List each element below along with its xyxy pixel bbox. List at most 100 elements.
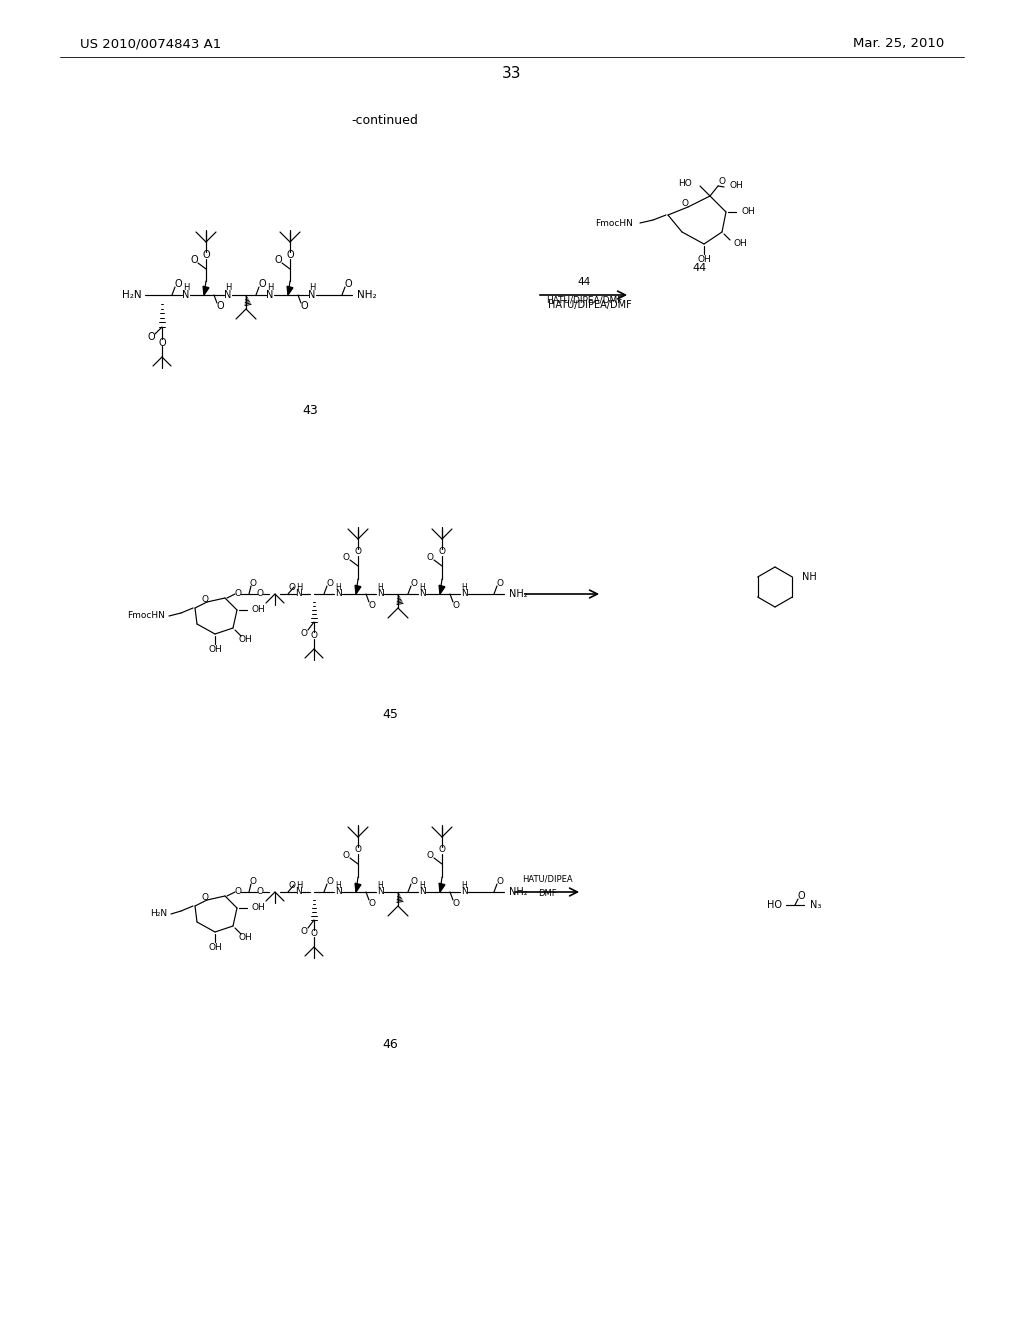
Polygon shape (439, 585, 444, 594)
Text: O: O (354, 548, 361, 557)
Text: FmocHN: FmocHN (127, 611, 165, 620)
Text: H: H (377, 582, 383, 591)
Text: O: O (310, 631, 317, 640)
Text: O: O (497, 578, 504, 587)
Text: O: O (427, 850, 433, 859)
Text: O: O (289, 583, 296, 593)
Text: H: H (419, 582, 425, 591)
Text: O: O (174, 279, 182, 289)
Text: -continued: -continued (351, 114, 419, 127)
Text: O: O (798, 891, 805, 902)
Text: O: O (256, 590, 263, 598)
Text: O: O (234, 887, 242, 896)
Text: NH₂: NH₂ (357, 290, 377, 300)
Text: O: O (202, 249, 210, 260)
Text: H: H (309, 282, 315, 292)
Text: O: O (438, 548, 445, 557)
Text: O: O (497, 876, 504, 886)
Text: HO: HO (767, 900, 782, 909)
Text: H: H (296, 582, 302, 591)
Text: N: N (335, 887, 341, 896)
Text: O: O (682, 198, 688, 207)
Polygon shape (439, 883, 444, 892)
Text: O: O (190, 255, 198, 265)
Text: H: H (335, 880, 341, 890)
Text: HATU/DIPEA/DMF: HATU/DIPEA/DMF (546, 296, 623, 305)
Text: OH: OH (734, 239, 748, 248)
Text: NH: NH (802, 572, 817, 582)
Text: 46: 46 (382, 1039, 398, 1052)
Text: OH: OH (208, 645, 222, 655)
Text: O: O (147, 333, 155, 342)
Text: FmocHN: FmocHN (595, 219, 633, 227)
Polygon shape (355, 883, 360, 892)
Text: N: N (461, 887, 467, 896)
Text: N: N (335, 590, 341, 598)
Text: O: O (300, 628, 307, 638)
Text: H: H (461, 582, 467, 591)
Text: O: O (256, 887, 263, 896)
Text: O: O (342, 850, 349, 859)
Text: O: O (158, 338, 166, 348)
Text: O: O (289, 882, 296, 891)
Text: NH₂: NH₂ (509, 589, 527, 599)
Polygon shape (203, 286, 209, 294)
Text: O: O (250, 578, 256, 587)
Text: O: O (369, 899, 376, 908)
Text: O: O (344, 279, 352, 289)
Text: HATU/DIPEA/DMF: HATU/DIPEA/DMF (548, 300, 632, 310)
Text: O: O (250, 876, 256, 886)
Text: O: O (354, 846, 361, 854)
Text: O: O (274, 255, 282, 265)
Text: H: H (225, 282, 231, 292)
Text: O: O (719, 177, 725, 186)
Text: OH: OH (251, 606, 265, 615)
Text: US 2010/0074843 A1: US 2010/0074843 A1 (80, 37, 221, 50)
Text: H: H (335, 582, 341, 591)
Text: O: O (300, 927, 307, 936)
Text: O: O (216, 301, 224, 312)
Text: NH₂: NH₂ (509, 887, 527, 898)
Text: H: H (296, 880, 302, 890)
Text: H: H (419, 880, 425, 890)
Text: N: N (308, 290, 315, 300)
Text: O: O (286, 249, 294, 260)
Text: 44: 44 (693, 263, 708, 273)
Text: H₂N: H₂N (150, 909, 167, 919)
Text: O: O (327, 578, 334, 587)
Text: N₃: N₃ (810, 900, 821, 909)
Text: H: H (461, 880, 467, 890)
Text: N: N (461, 590, 467, 598)
Text: O: O (411, 876, 418, 886)
Text: O: O (300, 301, 308, 312)
Text: 33: 33 (502, 66, 522, 82)
Polygon shape (355, 585, 360, 594)
Text: OH: OH (742, 207, 756, 216)
Text: DMF: DMF (538, 890, 556, 899)
Text: N: N (377, 887, 383, 896)
Text: N: N (419, 590, 425, 598)
Text: O: O (438, 846, 445, 854)
Text: N: N (266, 290, 273, 300)
Text: N: N (224, 290, 231, 300)
Text: N: N (296, 887, 302, 896)
Text: O: O (310, 929, 317, 939)
Text: 44: 44 (578, 277, 591, 286)
Text: O: O (411, 578, 418, 587)
Text: N: N (296, 590, 302, 598)
Text: H₂N: H₂N (123, 290, 142, 300)
Text: O: O (369, 601, 376, 610)
Text: O: O (327, 876, 334, 886)
Text: OH: OH (251, 903, 265, 912)
Text: HATU/DIPEA: HATU/DIPEA (521, 874, 572, 883)
Text: OH: OH (208, 944, 222, 953)
Text: O: O (453, 899, 460, 908)
Text: OH: OH (697, 256, 711, 264)
Text: 43: 43 (302, 404, 317, 417)
Text: OH: OH (239, 932, 252, 941)
Text: N: N (419, 887, 425, 896)
Text: OH: OH (730, 181, 743, 190)
Text: H: H (267, 282, 273, 292)
Text: O: O (234, 590, 242, 598)
Text: HO: HO (678, 178, 692, 187)
